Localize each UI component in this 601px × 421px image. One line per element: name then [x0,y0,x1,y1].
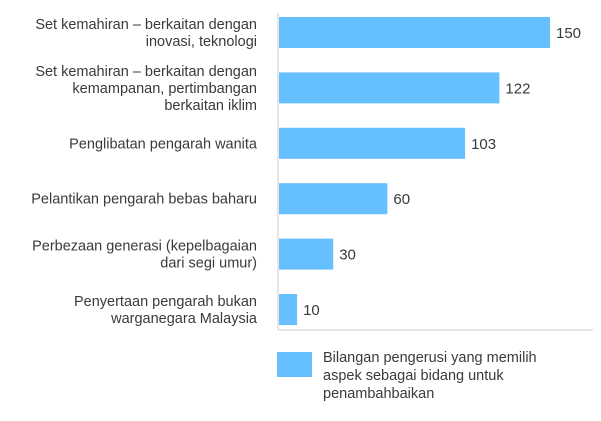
bar-6 [279,294,298,325]
category-label-3-line-1: Penglibatan pengarah wanita [69,136,258,152]
category-label-6-line-2: warganegara Malaysia [110,311,258,327]
legend-swatch [277,352,312,377]
bar-5 [279,238,334,270]
category-label-1-line-1: Set kemahiran – berkaitan dengan [35,17,257,33]
value-label-6: 10 [303,302,320,319]
category-label-4: Pelantikan pengarah bebas baharu [31,192,257,208]
category-label-2-line-1: Set kemahiran – berkaitan dengan [35,64,257,80]
bar-2 [279,72,500,104]
category-label-1-line-2: inovasi, teknologi [146,34,257,50]
category-label-5-line-1: Perbezaan generasi (kepelbagaian [32,239,257,255]
category-labels-group: Set kemahiran – berkaitan dengan inovasi,… [31,17,258,327]
legend: Bilangan pengerusi yang memilih aspek se… [277,349,597,403]
value-label-1: 150 [556,25,581,42]
category-label-2-line-2: kemampanan, pertimbangan [72,81,257,97]
legend-label: Bilangan pengerusi yang memilih aspek se… [323,350,537,402]
category-label-5: Perbezaan generasi (kepelbagaian dari seg… [32,239,257,272]
category-label-2: Set kemahiran – berkaitan dengan kemampan… [35,64,257,114]
category-label-6: Penyertaan pengarah bukan warganegara Mal… [74,294,258,327]
bar-4 [279,183,388,215]
category-label-6-line-1: Penyertaan pengarah bukan [74,294,257,310]
value-label-4: 60 [393,191,410,208]
value-label-3: 103 [471,136,496,153]
value-label-2: 122 [505,80,530,97]
category-label-2-line-3: berkaitan iklim [164,98,257,114]
value-labels-group: 150 122 103 60 30 10 [303,25,581,319]
value-label-5: 30 [339,247,356,264]
bars-group [279,17,550,325]
category-label-4-line-1: Pelantikan pengarah bebas baharu [31,192,257,208]
category-label-3: Penglibatan pengarah wanita [69,136,258,152]
category-label-5-line-2: dari segi umur) [160,256,257,272]
bar-3 [279,127,466,159]
bar-1 [279,17,550,48]
category-label-1: Set kemahiran – berkaitan dengan inovasi,… [35,17,257,50]
